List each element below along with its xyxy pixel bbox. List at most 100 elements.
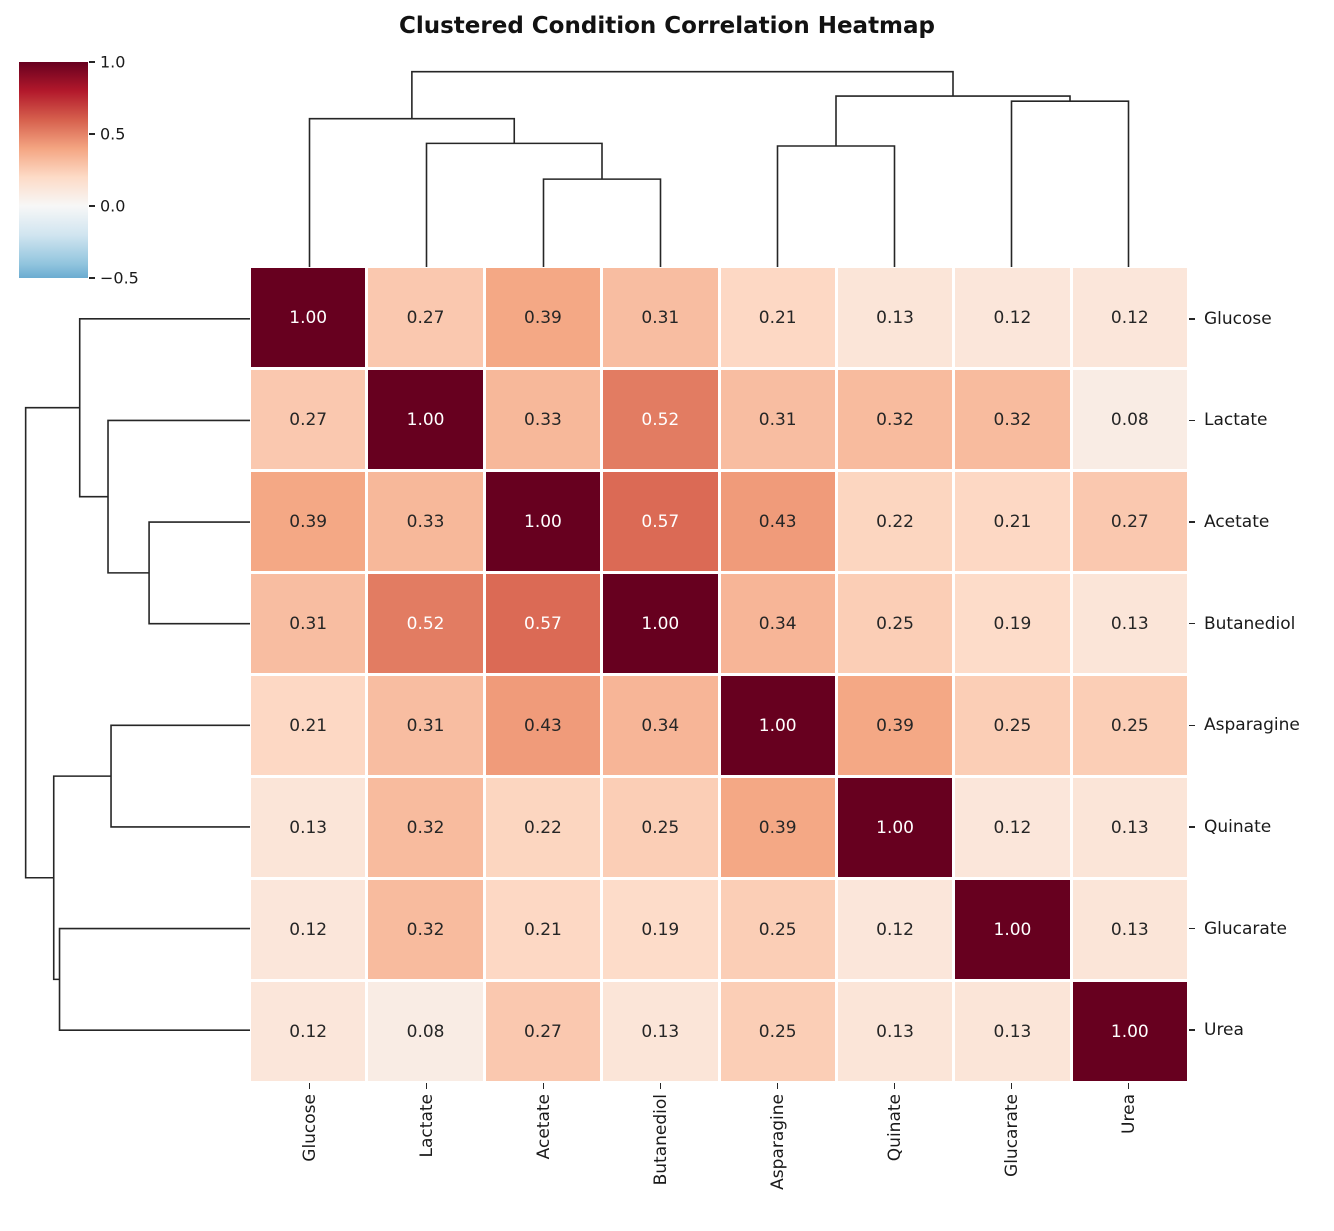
heatmap-cell: 0.25 [955, 676, 1070, 775]
colorbar-tick [89, 133, 95, 135]
column-tick [659, 1083, 662, 1089]
column-label: Asparagine [767, 1094, 788, 1190]
heatmap-cell: 1.00 [485, 472, 601, 571]
row-tick [1189, 419, 1195, 422]
heatmap-cell: 0.31 [251, 574, 366, 673]
row-label: Butanediol [1204, 613, 1296, 634]
heatmap-cell: 0.27 [251, 370, 366, 469]
column-tick [776, 1083, 779, 1089]
heatmap-cell: 0.13 [603, 982, 718, 1081]
heatmap-cell: 0.13 [837, 268, 953, 367]
row-label: Glucarate [1204, 918, 1287, 939]
column-tick [1127, 1083, 1130, 1089]
heatmap-cell: 0.31 [720, 370, 835, 469]
colorbar-tick [89, 205, 95, 207]
heatmap-cell: 1.00 [955, 880, 1070, 979]
column-label: Quinate [884, 1094, 905, 1162]
heatmap-cell: 0.39 [837, 676, 953, 775]
heatmap-cell: 0.13 [837, 982, 953, 1081]
row-tick [1189, 1029, 1195, 1031]
heatmap-cell: 0.13 [955, 982, 1070, 1081]
colorbar-tick-label: 1.0 [100, 52, 126, 72]
heatmap-cell: 0.25 [720, 880, 835, 979]
heatmap-cell: 0.22 [485, 778, 601, 877]
heatmap-cell: 0.39 [251, 472, 366, 571]
heatmap-cell: 0.31 [603, 268, 718, 367]
heatmap-cell: 0.21 [955, 472, 1070, 571]
heatmap-cell: 0.22 [837, 472, 953, 571]
heatmap-cell: 0.21 [251, 676, 366, 775]
column-label: Acetate [533, 1094, 554, 1160]
column-tick [893, 1083, 896, 1089]
heatmap-cell: 0.32 [837, 370, 953, 469]
row-tick [1189, 622, 1195, 625]
colorbar-tick [89, 61, 95, 63]
heatmap-cell: 1.00 [1072, 982, 1187, 1081]
heatmap-cell: 0.57 [485, 574, 601, 673]
heatmap-cell: 0.13 [1072, 880, 1187, 979]
row-tick [1189, 927, 1195, 930]
heatmap-cell: 0.32 [368, 880, 483, 979]
heatmap-cell: 1.00 [603, 574, 718, 673]
column-label: Glucarate [1001, 1094, 1022, 1177]
colorbar-tick-label: −0.5 [100, 268, 139, 288]
heatmap-cell: 0.43 [720, 472, 835, 571]
heatmap-cell: 0.33 [485, 370, 601, 469]
heatmap-cell: 0.52 [603, 370, 718, 469]
row-label: Acetate [1204, 512, 1270, 533]
heatmap-cell: 0.08 [1072, 370, 1187, 469]
heatmap-cell: 0.27 [485, 982, 601, 1081]
heatmap-cell: 0.27 [368, 268, 483, 367]
colorbar-tick [89, 277, 95, 279]
heatmap-cell: 0.43 [485, 676, 601, 775]
heatmap-cell: 0.12 [955, 778, 1070, 877]
heatmap-cell: 0.52 [368, 574, 483, 673]
heatmap-cell: 0.12 [955, 268, 1070, 367]
heatmap-cell: 0.31 [368, 676, 483, 775]
heatmap-cell: 0.21 [720, 268, 835, 367]
column-label: Glucose [299, 1094, 320, 1162]
heatmap-cell: 1.00 [251, 268, 366, 367]
column-dendrogram [308, 70, 1130, 267]
row-tick [1189, 826, 1195, 828]
heatmap-cell: 0.25 [720, 982, 835, 1081]
column-label: Lactate [416, 1094, 437, 1158]
colorbar [19, 62, 88, 278]
row-dendrogram-lines [24, 318, 250, 1031]
heatmap-cell: 0.39 [485, 268, 601, 367]
column-tick [425, 1083, 428, 1089]
heatmap-cell: 0.12 [251, 982, 366, 1081]
heatmap-cell: 1.00 [368, 370, 483, 469]
heatmap-cell: 0.25 [837, 574, 953, 673]
heatmap-cell: 0.21 [485, 880, 601, 979]
heatmap-grid: 1.00 0.27 0.39 0.31 0.21 0.13 0.12 0.12 0.27 1.00… [251, 268, 1187, 1081]
colorbar-tick-label: 0.0 [100, 196, 126, 216]
row-tick [1189, 521, 1195, 523]
heatmap-cell: 1.00 [837, 778, 953, 877]
row-label: Lactate [1204, 410, 1268, 431]
heatmap-cell: 0.13 [1072, 778, 1187, 877]
heatmap-cell: 0.12 [837, 880, 953, 979]
row-tick [1189, 724, 1195, 727]
row-label: Quinate [1204, 816, 1272, 837]
row-dendrogram [24, 318, 250, 1031]
heatmap-cell: 0.34 [720, 574, 835, 673]
row-tick [1189, 318, 1195, 320]
column-tick [308, 1083, 311, 1089]
row-label: Asparagine [1204, 715, 1300, 736]
colorbar-gradient [19, 62, 88, 278]
column-dendrogram-lines [308, 70, 1130, 267]
heatmap-cell: 0.27 [1072, 472, 1187, 571]
chart-title: Clustered Condition Correlation Heatmap [398, 13, 936, 39]
heatmap-cell: 0.39 [720, 778, 835, 877]
heatmap-cell: 0.33 [368, 472, 483, 571]
heatmap-cell: 1.00 [720, 676, 835, 775]
heatmap-cell: 0.12 [1072, 268, 1187, 367]
column-tick [1010, 1083, 1013, 1089]
heatmap-cell: 0.34 [603, 676, 718, 775]
heatmap-cell: 0.57 [603, 472, 718, 571]
colorbar-tick-label: 0.5 [100, 124, 126, 144]
column-label: Butanediol [650, 1094, 671, 1186]
row-label: Glucose [1204, 308, 1272, 329]
